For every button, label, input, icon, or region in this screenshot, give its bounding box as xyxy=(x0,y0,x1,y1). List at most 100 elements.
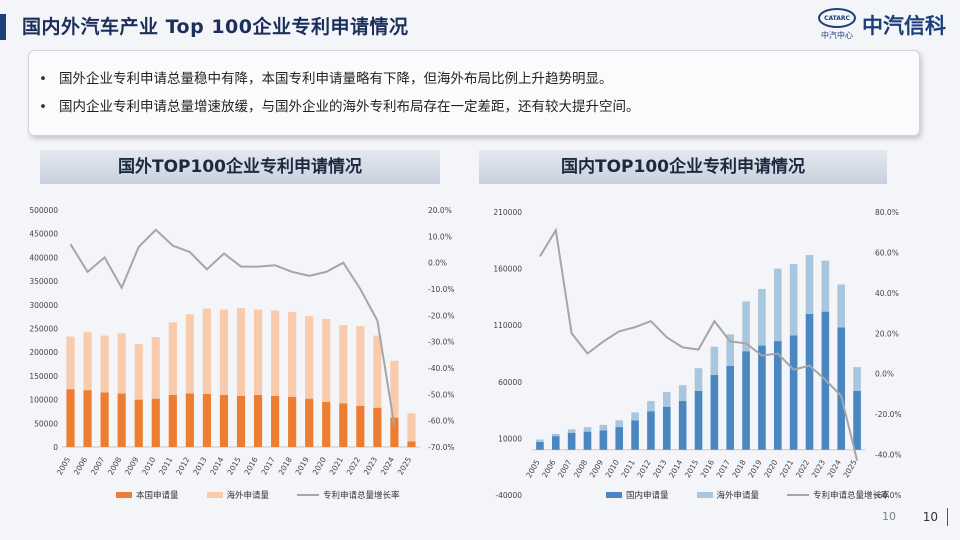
y-left-tick-label: 500000 xyxy=(29,206,58,215)
bar-foreign-domestic-2006 xyxy=(83,390,92,447)
y-left-tick-label: 160000 xyxy=(493,265,522,274)
left-legend: 本国申请量 海外申请量 专利申请总量增长率 xyxy=(116,489,400,501)
x-tick-label: 2010 xyxy=(140,455,157,476)
y-right-tick-label: 10.0% xyxy=(428,232,452,241)
bar-foreign-overseas-2009 xyxy=(134,344,143,400)
x-tick-label: 2023 xyxy=(810,458,827,479)
bar-foreign-domestic-2021 xyxy=(339,403,348,447)
catarc-emblem-icon: CATARC xyxy=(818,8,856,28)
bar-domestic-overseas-2006 xyxy=(551,433,560,437)
x-tick-label: 2020 xyxy=(762,458,779,479)
bar-foreign-domestic-2018 xyxy=(288,396,297,447)
x-tick-label: 2013 xyxy=(191,455,208,476)
y-right-tick-label: -30.0% xyxy=(428,338,455,347)
x-tick-label: 2021 xyxy=(328,455,345,476)
bar-foreign-domestic-2008 xyxy=(117,393,126,447)
y-right-tick-label: 20.0% xyxy=(428,206,452,215)
bar-domestic-domestic-2008 xyxy=(583,431,592,450)
legend-item: 国内申请量 xyxy=(606,489,669,501)
bar-foreign-overseas-2013 xyxy=(202,308,211,394)
y-right-tick-label: -10.0% xyxy=(428,285,455,294)
x-tick-label: 2012 xyxy=(635,458,652,479)
bar-domestic-overseas-2013 xyxy=(662,391,671,407)
bar-foreign-domestic-2013 xyxy=(202,393,211,447)
bar-foreign-overseas-2016 xyxy=(253,309,263,395)
bar-domestic-domestic-2017 xyxy=(726,365,735,450)
y-left-tick-label: 300000 xyxy=(29,301,58,310)
x-tick-label: 2012 xyxy=(174,455,191,476)
x-tick-label: 2024 xyxy=(826,458,843,479)
y-right-tick-label: -40.0% xyxy=(428,364,455,373)
legend-label: 国内申请量 xyxy=(626,491,669,501)
bar-domestic-overseas-2012 xyxy=(647,401,655,412)
y-left-tick-label: 100000 xyxy=(29,396,58,405)
legend-swatch xyxy=(297,494,320,496)
bar-domestic-domestic-2009 xyxy=(599,430,608,450)
bar-foreign-domestic-2019 xyxy=(305,398,314,447)
bar-domestic-overseas-2025 xyxy=(853,367,861,391)
y-left-tick-label: 400000 xyxy=(29,253,58,262)
x-tick-label: 2025 xyxy=(841,458,858,479)
bar-foreign-overseas-2012 xyxy=(185,314,194,394)
bar-domestic-overseas-2011 xyxy=(631,412,639,421)
bar-domestic-domestic-2016 xyxy=(710,375,719,450)
bar-foreign-overseas-2006 xyxy=(83,331,92,391)
x-tick-label: 2008 xyxy=(106,455,123,476)
bar-domestic-overseas-2007 xyxy=(567,429,576,433)
legend-item: 海外申请量 xyxy=(696,489,759,501)
bar-domestic-domestic-2013 xyxy=(662,406,671,450)
bar-foreign-overseas-2024 xyxy=(390,360,399,418)
x-tick-label: 2006 xyxy=(72,455,89,476)
bar-foreign-domestic-2022 xyxy=(356,405,365,447)
bar-foreign-domestic-2017 xyxy=(271,395,280,447)
bar-domestic-domestic-2022 xyxy=(805,313,814,450)
x-tick-label: 2007 xyxy=(556,458,573,479)
x-tick-label: 2011 xyxy=(619,458,636,479)
x-tick-label: 2019 xyxy=(746,458,763,479)
bar-domestic-overseas-2020 xyxy=(773,268,782,342)
bar-foreign-overseas-2008 xyxy=(117,333,126,394)
x-tick-label: 2017 xyxy=(259,455,276,476)
bar-foreign-overseas-2023 xyxy=(373,335,382,408)
x-tick-label: 2013 xyxy=(651,458,668,479)
x-tick-label: 2008 xyxy=(572,458,589,479)
legend-label: 专利申请总量增长率 xyxy=(813,491,890,501)
bar-foreign-domestic-2010 xyxy=(151,398,160,447)
bar-domestic-overseas-2023 xyxy=(821,260,830,312)
y-left-tick-label: 10000 xyxy=(498,434,522,443)
foreign-patent-chart: 0 50000 100000 150000 200000 250000 300000 3500… xyxy=(29,206,455,477)
bar-domestic-domestic-2012 xyxy=(647,411,655,450)
bar-foreign-overseas-2010 xyxy=(151,337,160,399)
x-tick-label: 2018 xyxy=(730,458,747,479)
y-right-tick-label: 40.0% xyxy=(875,289,899,298)
x-tick-label: 2017 xyxy=(715,458,732,479)
bar-domestic-overseas-2017 xyxy=(726,334,735,366)
y-left-tick-label: 450000 xyxy=(29,230,58,239)
bar-foreign-domestic-2007 xyxy=(100,392,109,447)
bar-foreign-domestic-2015 xyxy=(236,395,246,447)
y-left-tick-label: 0 xyxy=(53,443,58,452)
x-tick-label: 2018 xyxy=(277,455,294,476)
title-accent-bar xyxy=(0,14,6,40)
bar-foreign-overseas-2011 xyxy=(168,322,177,395)
legend-item: 海外申请量 xyxy=(206,489,269,501)
legend-swatch xyxy=(116,492,132,498)
bar-domestic-domestic-2007 xyxy=(567,432,576,450)
bar-domestic-domestic-2005 xyxy=(536,441,544,450)
legend-item: 专利申请总量增长率 xyxy=(787,489,890,501)
x-tick-label: 2016 xyxy=(242,455,259,476)
bar-domestic-overseas-2015 xyxy=(694,368,703,391)
growth-rate-line xyxy=(539,227,859,461)
page-number-faint: 10 xyxy=(882,510,896,523)
x-tick-label: 2020 xyxy=(311,455,328,476)
legend-label: 专利申请总量增长率 xyxy=(323,491,400,501)
summary-box: 国外企业专利申请总量稳中有降，本国专利申请量略有下降，但海外布局比例上升趋势明显… xyxy=(28,50,920,136)
bar-foreign-domestic-2005 xyxy=(66,389,75,447)
y-left-tick-label: 50000 xyxy=(34,419,58,428)
y-right-tick-label: -40.0% xyxy=(875,451,902,460)
legend-swatch xyxy=(206,492,223,498)
y-right-tick-label: 80.0% xyxy=(875,208,899,217)
bar-foreign-domestic-2009 xyxy=(134,399,143,447)
bar-foreign-domestic-2024 xyxy=(390,417,399,447)
page-title: 国内外汽车产业 Top 100企业专利申请情况 xyxy=(22,16,409,38)
